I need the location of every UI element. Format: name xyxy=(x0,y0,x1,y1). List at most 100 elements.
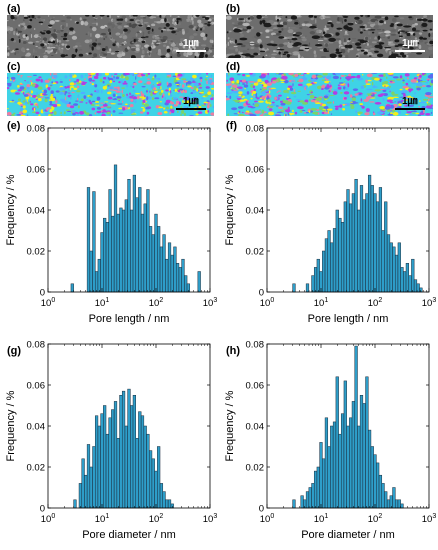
y-axis-label: Frequency / % xyxy=(224,390,236,461)
y-tick-label: 0 xyxy=(259,288,264,299)
histogram-bar xyxy=(127,179,131,293)
histogram-bar xyxy=(124,425,128,509)
y-tick-label: 0.02 xyxy=(246,247,265,258)
histogram-bar xyxy=(335,376,339,509)
histogram-bar xyxy=(94,271,99,293)
x-tick-label: 101 xyxy=(95,513,110,525)
y-tick-label: 0.08 xyxy=(246,340,265,351)
histogram-bar xyxy=(313,267,318,293)
histogram-bar xyxy=(381,230,385,293)
histogram-bar xyxy=(349,203,353,293)
histogram-bar xyxy=(354,179,358,293)
histogram-bar xyxy=(132,395,136,509)
panel-label-h: (h) xyxy=(226,345,241,357)
histogram-bar xyxy=(111,409,115,509)
histogram-bar xyxy=(197,271,201,293)
histogram-svg: 0 0.02 0.04 0.06 0.08 100 101 102 103 Pore diamet… xyxy=(5,340,217,542)
panel-label-d: (d) xyxy=(226,61,241,73)
histogram-bar xyxy=(86,444,91,509)
histogram-bar xyxy=(97,258,101,293)
histogram-bar xyxy=(403,271,407,293)
scale-label-a: 1㎛ xyxy=(183,38,199,49)
y-axis-label: Frequency / % xyxy=(224,174,236,245)
y-tick-label: 0.06 xyxy=(27,165,46,176)
histogram-bar xyxy=(170,254,174,293)
histogram-bar xyxy=(322,250,326,293)
histogram-bar xyxy=(340,413,345,509)
histogram-bar xyxy=(338,217,342,293)
panel-label-b: (b) xyxy=(226,3,241,15)
histogram-bar xyxy=(143,203,147,293)
x-tick-label: 102 xyxy=(368,297,383,309)
histogram-bar xyxy=(138,411,142,509)
histogram-bar xyxy=(108,417,112,509)
histogram-bar xyxy=(392,487,396,509)
x-tick-label: 100 xyxy=(41,513,56,525)
histogram-bar xyxy=(113,401,118,509)
histogram-bar xyxy=(394,499,399,509)
histogram-bar xyxy=(100,413,104,509)
histogram-bar xyxy=(159,483,164,509)
histogram-bar xyxy=(327,230,331,293)
histogram-bar xyxy=(313,470,318,509)
histogram-bar xyxy=(140,415,145,509)
histogram-bar xyxy=(305,283,310,293)
histogram-bar xyxy=(351,401,355,509)
histogram-bar xyxy=(130,405,134,509)
histogram-bar xyxy=(119,207,123,293)
histogram-bar xyxy=(100,232,104,293)
y-tick-label: 0.06 xyxy=(27,381,46,392)
histogram-h: 0 0.02 0.04 0.06 0.08 100 101 102 103 Pore diamet… xyxy=(219,336,438,550)
scale-label-b: 1㎛ xyxy=(402,38,418,49)
histogram-bar xyxy=(105,222,110,293)
histogram-bar xyxy=(127,388,131,509)
histogram-bar xyxy=(384,491,388,509)
histogram-bar xyxy=(157,446,161,509)
histogram-bar xyxy=(154,470,158,509)
y-axis-label: Frequency / % xyxy=(5,174,17,245)
scale-label-c: 1㎛ xyxy=(183,96,199,107)
histogram-bar xyxy=(138,187,142,293)
histogram-g: 0 0.02 0.04 0.06 0.08 100 101 102 103 Pore diamet… xyxy=(0,336,219,550)
histogram-bar xyxy=(165,499,169,509)
y-tick-label: 0.04 xyxy=(246,422,265,433)
y-tick-label: 0.08 xyxy=(246,124,265,135)
histogram-bar xyxy=(384,201,388,293)
histogram-bar xyxy=(316,258,320,293)
histogram-bar xyxy=(167,499,172,509)
scale-bar-c xyxy=(176,108,206,110)
histogram-bar xyxy=(165,258,169,293)
histogram-bar xyxy=(135,197,139,293)
histogram-bar xyxy=(97,425,101,509)
histogram-bar xyxy=(162,491,166,509)
x-tick-label: 103 xyxy=(422,513,437,525)
histogram-bar xyxy=(367,429,372,509)
histogram-bar xyxy=(146,189,150,293)
histogram-bar xyxy=(151,458,155,509)
histogram-bar xyxy=(400,503,404,509)
histogram-bar xyxy=(349,417,353,509)
x-tick-label: 103 xyxy=(203,297,218,309)
x-axis-label: Pore diameter / nm xyxy=(82,529,176,541)
histogram-bar xyxy=(367,174,372,293)
x-tick-label: 102 xyxy=(368,513,383,525)
y-tick-label: 0.08 xyxy=(27,340,46,351)
histogram-bar xyxy=(340,222,345,293)
histogram-bar xyxy=(316,466,320,509)
x-tick-label: 100 xyxy=(260,297,275,309)
histogram-bar xyxy=(346,189,350,293)
sem-image-b xyxy=(226,15,433,58)
histogram-bar xyxy=(322,458,326,509)
histogram-bar xyxy=(343,380,347,509)
x-tick-label: 101 xyxy=(314,297,329,309)
histogram-bar xyxy=(167,242,172,293)
histogram-bar xyxy=(362,199,366,293)
histogram-f: 0 0.02 0.04 0.06 0.08 100 101 102 103 Pore length… xyxy=(219,120,438,335)
panel-label-e: (e) xyxy=(7,120,21,132)
histogram-bar xyxy=(397,499,401,509)
histogram-bar xyxy=(92,446,96,509)
histogram-bar xyxy=(330,242,334,293)
y-tick-label: 0.04 xyxy=(27,422,46,433)
histogram-bar xyxy=(146,433,150,509)
y-tick-label: 0 xyxy=(259,504,264,515)
